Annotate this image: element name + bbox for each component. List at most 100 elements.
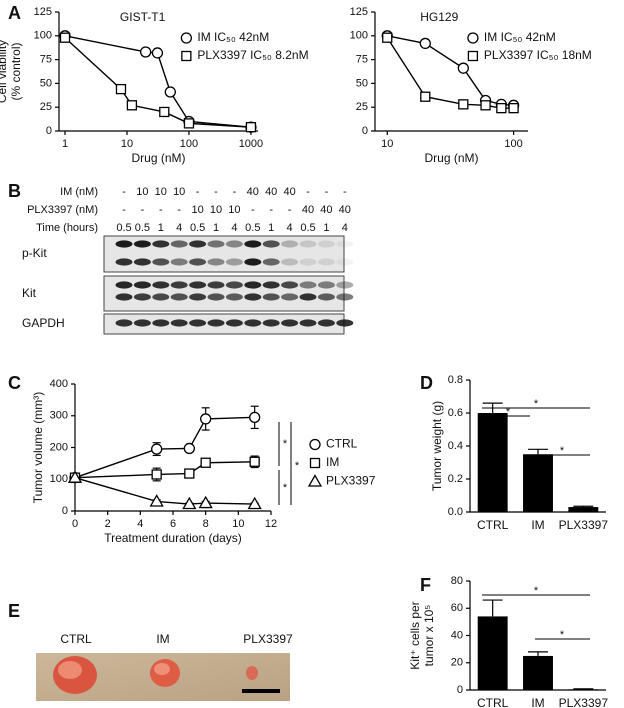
x-tick-label: 12 (265, 518, 277, 530)
significance-star: * (295, 460, 300, 472)
x-tick-label: 8 (203, 518, 209, 530)
x-axis-label: Treatment duration (days) (104, 531, 242, 545)
blot-condition: - (233, 186, 237, 198)
blot-band (281, 281, 299, 289)
chart-title: GIST-T1 (120, 10, 166, 24)
bar (523, 454, 553, 512)
x-tick-label: 1 (62, 138, 68, 150)
blot-condition: 4 (287, 222, 293, 234)
x-tick-label: 10 (381, 138, 393, 150)
blot-condition: 4 (176, 222, 182, 234)
y-tick-label: 125 (350, 6, 368, 18)
blot-band (317, 293, 335, 301)
blot-band (244, 293, 262, 301)
marker (164, 86, 176, 98)
y-tick-label: 125 (34, 6, 52, 18)
blot-band (336, 240, 354, 248)
blot-band (262, 293, 280, 301)
panel-letter: B (8, 181, 21, 201)
bar (523, 655, 553, 690)
y-tick-label: 0 (362, 125, 368, 137)
legend-label: PLX3397 IC₅₀ 8.2nM (197, 48, 308, 62)
bar (477, 616, 508, 690)
blot-band (207, 240, 225, 248)
chart-title: HG129 (420, 10, 458, 24)
y-axis-label: (% control) (9, 42, 23, 100)
blot-condition: - (343, 186, 347, 198)
blot-condition: 40 (247, 186, 259, 198)
y-tick-label: 0 (62, 505, 68, 517)
blot-condition: - (159, 204, 163, 216)
y-tick-label: 0.4 (448, 440, 463, 452)
blot-band (189, 281, 207, 289)
blot-condition: 10 (228, 204, 240, 216)
significance-star: * (560, 629, 565, 641)
blot-condition: 40 (339, 204, 351, 216)
blot-band (225, 258, 243, 266)
marker (457, 62, 469, 74)
blot-row-label: PLX3397 (nM) (27, 204, 98, 216)
significance-star: * (283, 482, 288, 494)
bar (477, 413, 508, 512)
y-tick-label: 25 (40, 101, 52, 113)
series-line (64, 35, 252, 128)
marker (139, 46, 152, 58)
bar (568, 507, 599, 512)
blot-band (170, 258, 188, 266)
series-line (74, 476, 255, 505)
panel-letter: C (8, 373, 21, 393)
y-tick-label: 25 (356, 101, 368, 113)
marker (198, 495, 213, 509)
significance-star: * (506, 406, 511, 418)
blot-condition: 1 (213, 222, 219, 234)
blot-band (152, 258, 170, 266)
blot-condition: - (141, 204, 145, 216)
photo-label: IM (156, 632, 169, 646)
y-axis-label: Kit⁺ cells per (408, 601, 422, 669)
blot-band (225, 319, 243, 327)
marker (184, 468, 195, 479)
marker (67, 470, 83, 483)
blot-band (244, 281, 262, 289)
marker (508, 103, 519, 114)
blot-lane-label: GAPDH (22, 316, 65, 330)
marker (496, 103, 507, 114)
blot-band (152, 293, 170, 301)
tumor (246, 666, 258, 680)
blot-band (115, 240, 133, 248)
marker (159, 106, 170, 118)
y-tick-label: 0 (46, 125, 52, 137)
blot-band (170, 319, 188, 327)
blot-band (336, 293, 354, 301)
marker (59, 32, 71, 43)
blot-band (317, 281, 335, 289)
blot-condition: - (196, 186, 200, 198)
marker (382, 32, 393, 43)
blot-condition: - (214, 186, 218, 198)
blot-condition: 4 (231, 222, 237, 234)
blot-lane-label: Kit (22, 286, 37, 300)
legend-label: PLX3397 IC₅₀ 18nM (484, 48, 592, 62)
legend-marker (309, 438, 321, 451)
blot-band (115, 258, 133, 266)
blot-condition: 0.5 (190, 222, 205, 234)
legend-marker (181, 50, 192, 62)
blot-band (299, 240, 317, 248)
y-tick-label: 40 (451, 629, 463, 641)
blot-band (170, 281, 188, 289)
marker (115, 83, 127, 95)
marker (245, 122, 257, 133)
y-tick-label: 20 (451, 657, 463, 669)
blot-band (336, 281, 354, 289)
blot-band (189, 258, 207, 266)
x-tick-label: 100 (504, 138, 522, 150)
blot-row-label: IM (nM) (60, 186, 98, 198)
marker (249, 411, 261, 423)
blot-band (336, 258, 354, 266)
y-axis-label: Cell viability (0, 40, 9, 103)
y-axis-label: tumor x 10⁵ (422, 605, 436, 667)
blot-condition: 1 (268, 222, 274, 234)
blot-lane-label: p-Kit (22, 246, 47, 260)
blot-condition: 10 (155, 186, 167, 198)
